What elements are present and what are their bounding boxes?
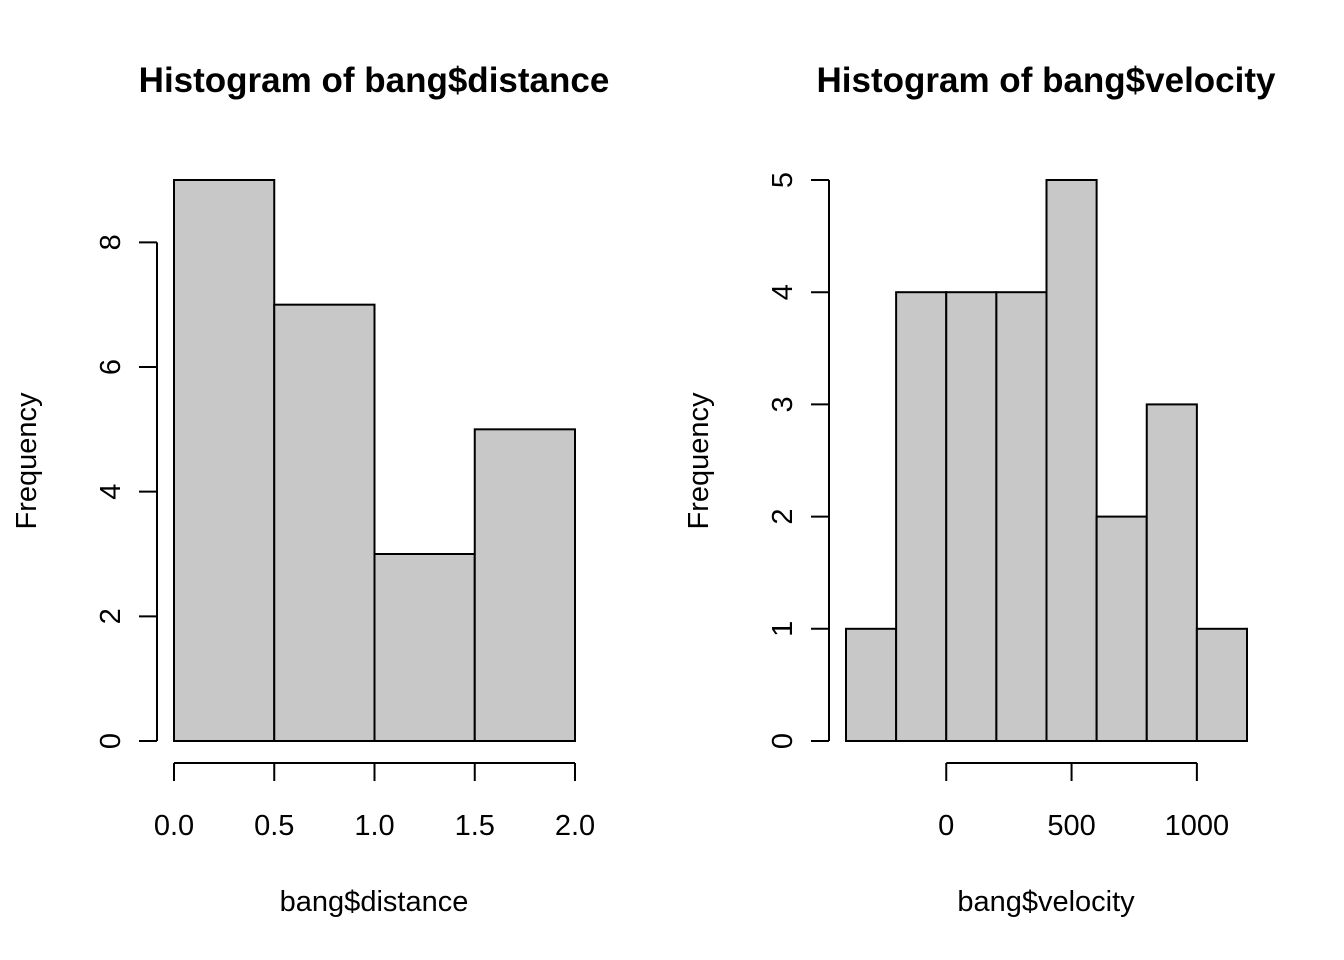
velocity-x-axis-label: bang$velocity [957,886,1135,918]
distance-y-axis-label: Frequency [11,392,43,530]
velocity-y-axis-label: Frequency [683,392,715,530]
distance-y-tick-label: 4 [95,484,127,500]
distance-bar-3 [473,428,576,742]
velocity-x-tick-label: 0 [938,810,954,842]
distance-y-tick-label: 0 [95,733,127,749]
velocity-x-axis: 0 500 1000 [938,762,1230,842]
velocity-histogram-panel: Histogram of bang$velocity bang$velocity… [683,61,1276,918]
distance-bar-0 [173,179,276,742]
velocity-y-tick-label: 2 [767,509,799,525]
distance-y-axis: 0 2 4 6 8 [95,234,158,749]
distance-y-tick-label: 2 [95,608,127,624]
velocity-y-tick-label: 5 [767,172,799,188]
distance-x-axis-label: bang$distance [280,886,469,918]
velocity-y-tick-label: 0 [767,733,799,749]
distance-histogram-panel: Histogram of bang$distance bang$distance… [11,61,609,918]
velocity-y-tick-label: 1 [767,621,799,637]
velocity-bar-3 [995,291,1048,742]
velocity-y-tick-label: 3 [767,396,799,412]
distance-x-tick-label: 1.0 [354,810,394,842]
velocity-bar-1 [895,291,948,742]
velocity-bar-4 [1045,179,1098,742]
distance-bars [173,179,576,742]
distance-y-tick-label: 6 [95,359,127,375]
velocity-x-tick-label: 1000 [1165,810,1230,842]
velocity-bar-6 [1145,403,1198,742]
velocity-bar-0 [845,627,898,742]
distance-x-tick-label: 0.5 [254,810,294,842]
distance-x-tick-label: 0.0 [154,810,194,842]
velocity-y-tick-label: 4 [767,284,799,300]
velocity-histogram-title: Histogram of bang$velocity [817,61,1277,100]
distance-x-tick-label: 2.0 [555,810,595,842]
velocity-bars [845,179,1248,742]
distance-x-axis: 0.0 0.5 1.0 1.5 2.0 [154,762,595,842]
velocity-y-axis: 0 1 2 3 4 5 [767,172,830,749]
velocity-bar-2 [945,291,998,742]
distance-histogram-title: Histogram of bang$distance [139,61,610,100]
distance-y-tick-label: 8 [95,234,127,250]
distance-bar-1 [273,303,376,742]
velocity-x-tick-label: 500 [1047,810,1095,842]
distance-x-tick-label: 1.5 [455,810,495,842]
velocity-bar-5 [1095,515,1148,742]
distance-bar-2 [373,553,476,742]
velocity-bar-7 [1195,627,1248,742]
